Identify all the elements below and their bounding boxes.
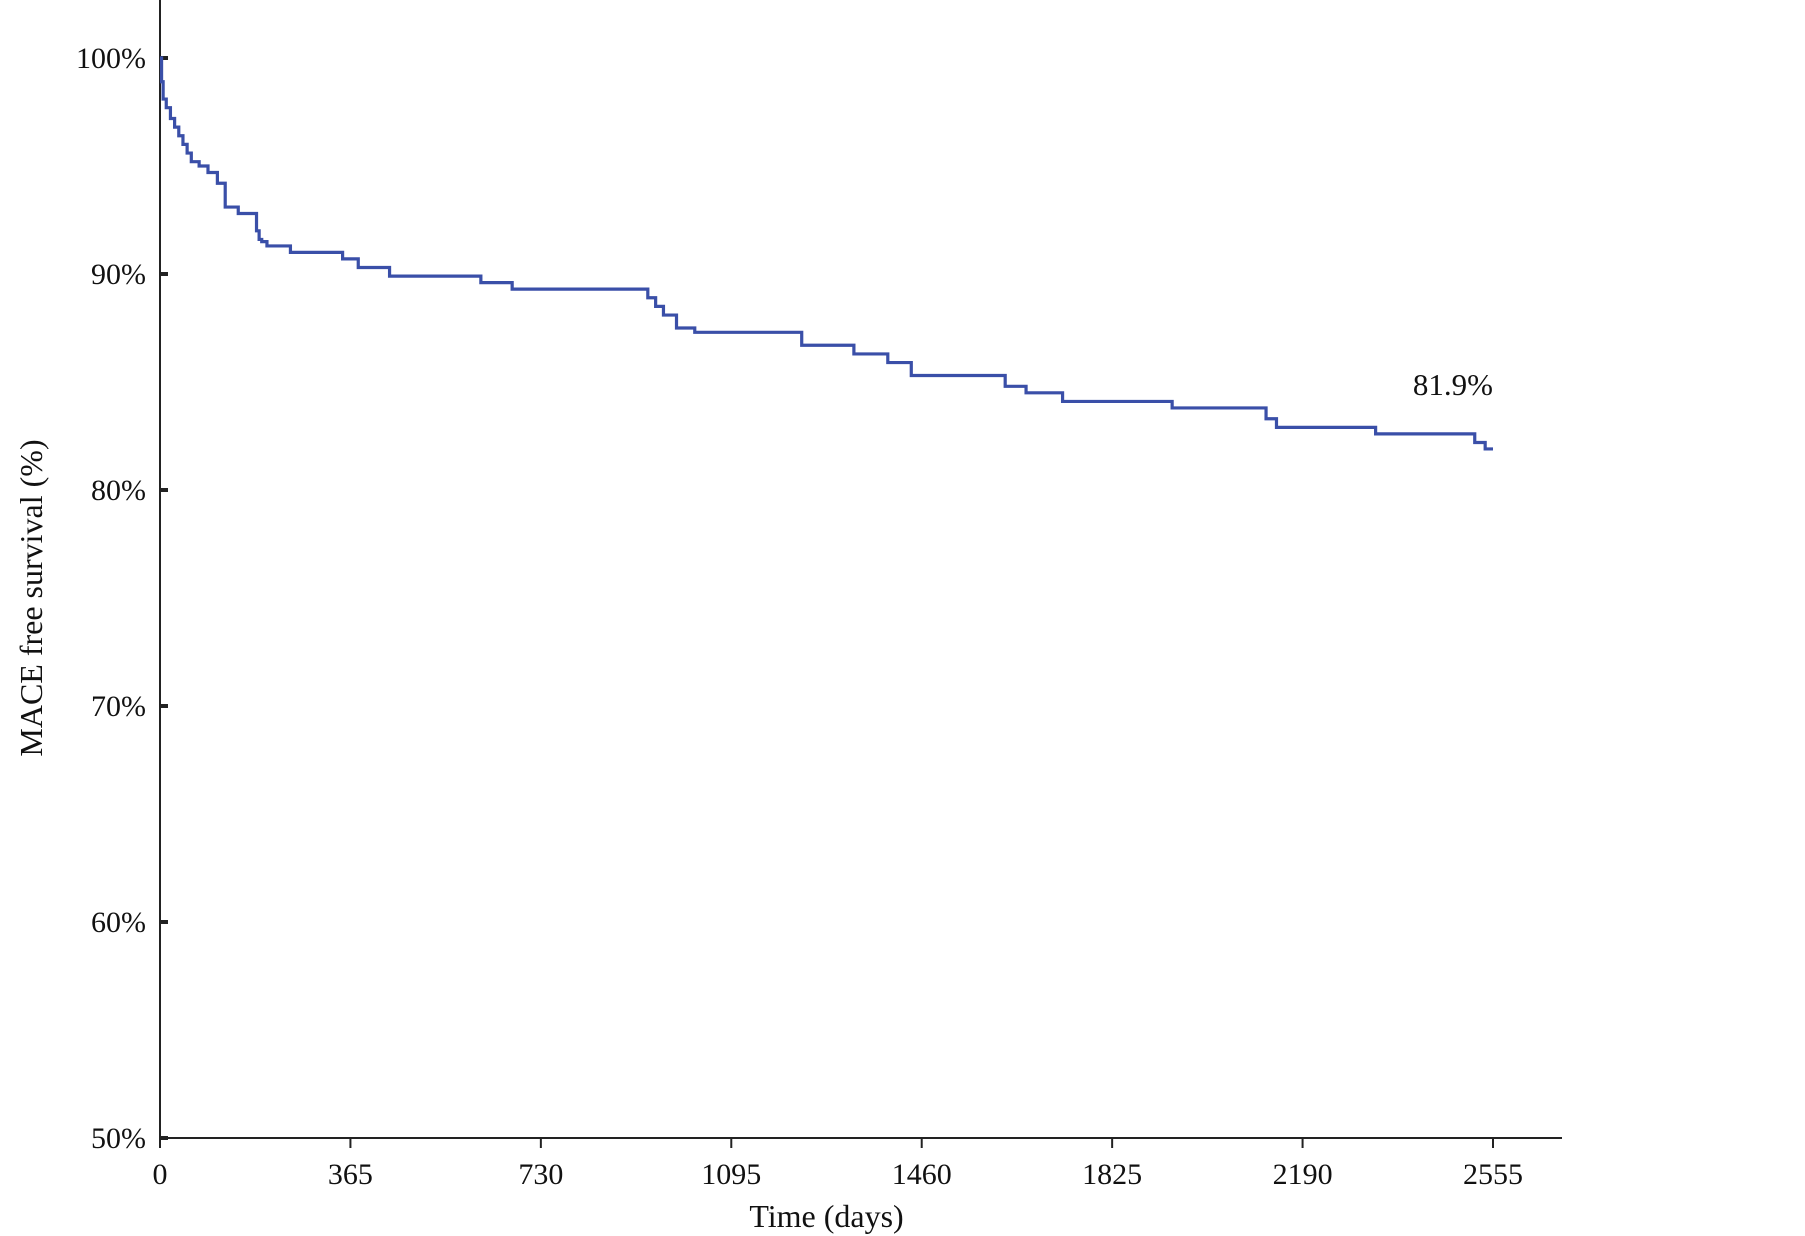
y-tick-label: 60% [91, 906, 146, 939]
x-ticks: 0 365 730 1095 1460 1825 2190 2555 [153, 1138, 1523, 1191]
y-tick-label: 80% [91, 474, 146, 507]
x-axis-title: Time (days) [749, 1198, 903, 1234]
x-tick-label: 1095 [701, 1158, 761, 1191]
y-ticks: 50% 60% 70% 80% 90% 100% [76, 42, 168, 1155]
annotation-label: 81.9% [1413, 367, 1493, 402]
x-tick-label: 365 [328, 1158, 373, 1191]
y-tick-label: 70% [91, 690, 146, 723]
x-tick-label: 0 [153, 1158, 168, 1191]
axes [159, 0, 1562, 1139]
y-axis-title: MACE free survival (%) [13, 439, 49, 756]
y-tick-label: 90% [91, 258, 146, 291]
y-tick-label: 100% [76, 42, 146, 75]
x-tick-label: 2555 [1463, 1158, 1523, 1191]
annotations: 81.9% [1413, 367, 1493, 402]
series-group [159, 56, 1493, 451]
y-tick-label: 50% [91, 1122, 146, 1155]
x-tick-label: 730 [518, 1158, 563, 1191]
x-tick-label: 1460 [892, 1158, 952, 1191]
x-tick-label: 2190 [1273, 1158, 1333, 1191]
survival-curve [159, 56, 1493, 451]
x-tick-label: 1825 [1082, 1158, 1142, 1191]
